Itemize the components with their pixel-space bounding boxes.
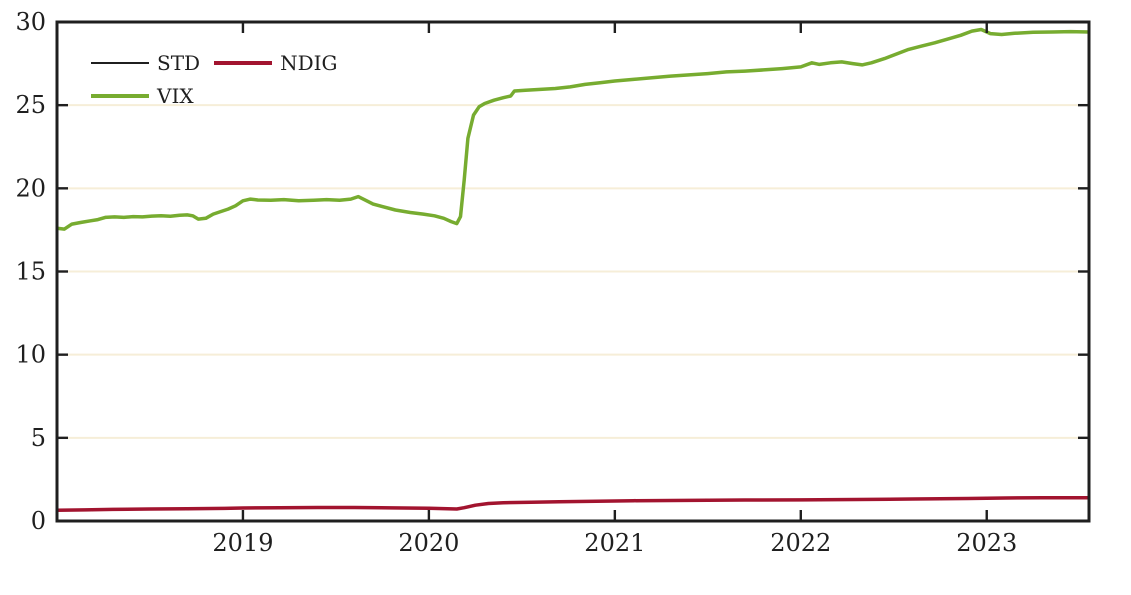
- series-line-vix: [56, 27, 1090, 231]
- legend-line-sample-vix: [91, 93, 149, 98]
- y-tick-label-30: 30: [15, 8, 46, 36]
- y-tick-label-15: 15: [15, 258, 46, 286]
- legend-row-2: VIX: [91, 79, 338, 112]
- legend-line-sample-std: [91, 61, 149, 64]
- y-tick-label-25: 25: [15, 91, 46, 119]
- series-layer: [56, 27, 1090, 512]
- x-tick-label-2019: 2019: [212, 529, 273, 557]
- y-tick-label-0: 0: [31, 507, 46, 535]
- legend-label-vix: VIX: [157, 83, 194, 108]
- y-tick-label-5: 5: [31, 424, 46, 452]
- y-tick-label-10: 10: [15, 341, 46, 369]
- y-tick-label-20: 20: [15, 174, 46, 202]
- tick-labels-layer: 2019 2020 2021 2022 2023 0 5 10 15 20 25 30: [15, 8, 1017, 557]
- legend-row-1: STD NDIG: [91, 46, 338, 79]
- legend: STD NDIG VIX: [91, 46, 338, 112]
- x-tick-label-2022: 2022: [770, 529, 831, 557]
- legend-line-sample-ndig: [214, 60, 273, 65]
- ticks-layer: [57, 20, 1089, 523]
- x-tick-label-2020: 2020: [398, 529, 459, 557]
- x-tick-label-2023: 2023: [956, 529, 1017, 557]
- series-line-ndig: [56, 495, 1089, 512]
- legend-label-std: STD: [157, 50, 201, 75]
- x-tick-label-2021: 2021: [584, 529, 645, 557]
- legend-label-ndig: NDIG: [280, 50, 338, 75]
- gridlines-layer: [59, 104, 1087, 439]
